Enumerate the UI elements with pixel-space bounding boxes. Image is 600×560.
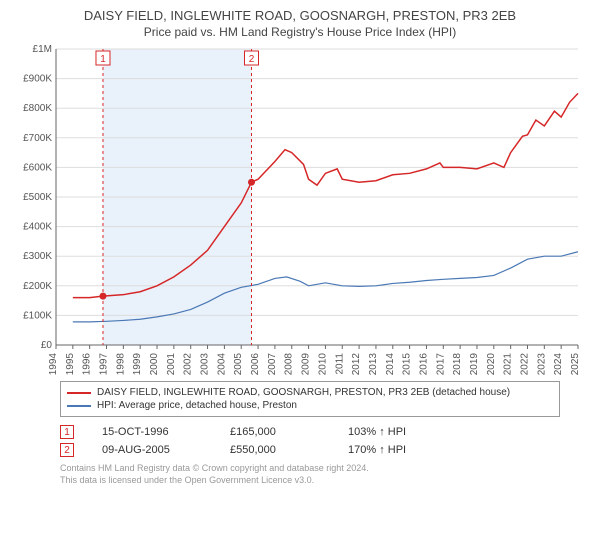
svg-text:2002: 2002 bbox=[183, 353, 194, 375]
svg-text:£500K: £500K bbox=[23, 192, 52, 203]
sale-hpi: 170% ↑ HPI bbox=[348, 444, 468, 456]
sale-row: 2 09-AUG-2005 £550,000 170% ↑ HPI bbox=[60, 441, 588, 459]
svg-text:2003: 2003 bbox=[200, 353, 211, 375]
svg-text:£700K: £700K bbox=[23, 133, 52, 144]
svg-text:2005: 2005 bbox=[233, 353, 244, 375]
svg-text:2014: 2014 bbox=[385, 353, 396, 375]
svg-text:1996: 1996 bbox=[82, 353, 93, 375]
svg-text:2: 2 bbox=[249, 54, 255, 65]
svg-text:2010: 2010 bbox=[317, 353, 328, 375]
sale-price: £550,000 bbox=[230, 444, 320, 456]
sale-marker-icon: 2 bbox=[60, 443, 74, 457]
chart-title: DAISY FIELD, INGLEWHITE ROAD, GOOSNARGH,… bbox=[12, 8, 588, 23]
svg-text:2024: 2024 bbox=[553, 353, 564, 375]
svg-text:£100K: £100K bbox=[23, 310, 52, 321]
svg-text:£1M: £1M bbox=[33, 45, 52, 55]
sale-date: 09-AUG-2005 bbox=[102, 444, 202, 456]
attribution-line: Contains HM Land Registry data © Crown c… bbox=[60, 463, 588, 475]
sale-date: 15-OCT-1996 bbox=[102, 426, 202, 438]
svg-text:2021: 2021 bbox=[503, 353, 514, 375]
svg-text:2006: 2006 bbox=[250, 353, 261, 375]
svg-text:1998: 1998 bbox=[115, 353, 126, 375]
svg-text:2013: 2013 bbox=[368, 353, 379, 375]
svg-text:2023: 2023 bbox=[536, 353, 547, 375]
sale-row: 1 15-OCT-1996 £165,000 103% ↑ HPI bbox=[60, 423, 588, 441]
svg-text:1995: 1995 bbox=[65, 353, 76, 375]
legend-label: HPI: Average price, detached house, Pres… bbox=[97, 400, 297, 411]
svg-text:2015: 2015 bbox=[402, 353, 413, 375]
svg-text:2008: 2008 bbox=[284, 353, 295, 375]
sale-price: £165,000 bbox=[230, 426, 320, 438]
chart-container: £0 £100K £200K £300K £400K £500K £600K £700K £80… bbox=[12, 45, 588, 375]
svg-text:2012: 2012 bbox=[351, 353, 362, 375]
svg-text:£0: £0 bbox=[41, 340, 53, 351]
svg-text:2004: 2004 bbox=[216, 353, 227, 375]
svg-text:2011: 2011 bbox=[334, 353, 345, 375]
legend: DAISY FIELD, INGLEWHITE ROAD, GOOSNARGH,… bbox=[60, 381, 560, 417]
svg-text:£300K: £300K bbox=[23, 251, 52, 262]
svg-text:£800K: £800K bbox=[23, 103, 52, 114]
svg-text:£900K: £900K bbox=[23, 74, 52, 85]
legend-label: DAISY FIELD, INGLEWHITE ROAD, GOOSNARGH,… bbox=[97, 387, 510, 398]
legend-swatch bbox=[67, 405, 91, 407]
attribution: Contains HM Land Registry data © Crown c… bbox=[60, 463, 588, 486]
legend-item: HPI: Average price, detached house, Pres… bbox=[67, 399, 553, 412]
sale-hpi: 103% ↑ HPI bbox=[348, 426, 468, 438]
svg-text:2025: 2025 bbox=[570, 353, 581, 375]
line-chart: £0 £100K £200K £300K £400K £500K £600K £700K £80… bbox=[12, 45, 588, 375]
svg-text:1997: 1997 bbox=[99, 353, 110, 375]
svg-text:1: 1 bbox=[100, 54, 106, 65]
legend-item: DAISY FIELD, INGLEWHITE ROAD, GOOSNARGH,… bbox=[67, 386, 553, 399]
chart-subtitle: Price paid vs. HM Land Registry's House … bbox=[12, 25, 588, 39]
svg-text:2001: 2001 bbox=[166, 353, 177, 375]
svg-text:2018: 2018 bbox=[452, 353, 463, 375]
svg-text:2000: 2000 bbox=[149, 353, 160, 375]
svg-text:2009: 2009 bbox=[301, 353, 312, 375]
svg-text:2016: 2016 bbox=[418, 353, 429, 375]
svg-text:£200K: £200K bbox=[23, 281, 52, 292]
svg-text:2019: 2019 bbox=[469, 353, 480, 375]
svg-text:1999: 1999 bbox=[132, 353, 143, 375]
svg-text:2020: 2020 bbox=[486, 353, 497, 375]
svg-text:2007: 2007 bbox=[267, 353, 278, 375]
sale-table: 1 15-OCT-1996 £165,000 103% ↑ HPI 2 09-A… bbox=[60, 423, 588, 459]
attribution-line: This data is licensed under the Open Gov… bbox=[60, 475, 588, 487]
svg-text:£600K: £600K bbox=[23, 162, 52, 173]
svg-text:£400K: £400K bbox=[23, 222, 52, 233]
title-block: DAISY FIELD, INGLEWHITE ROAD, GOOSNARGH,… bbox=[12, 8, 588, 39]
svg-text:1994: 1994 bbox=[48, 353, 59, 375]
sale-marker-icon: 1 bbox=[60, 425, 74, 439]
svg-text:2017: 2017 bbox=[435, 353, 446, 375]
legend-swatch bbox=[67, 392, 91, 394]
svg-text:2022: 2022 bbox=[519, 353, 530, 375]
